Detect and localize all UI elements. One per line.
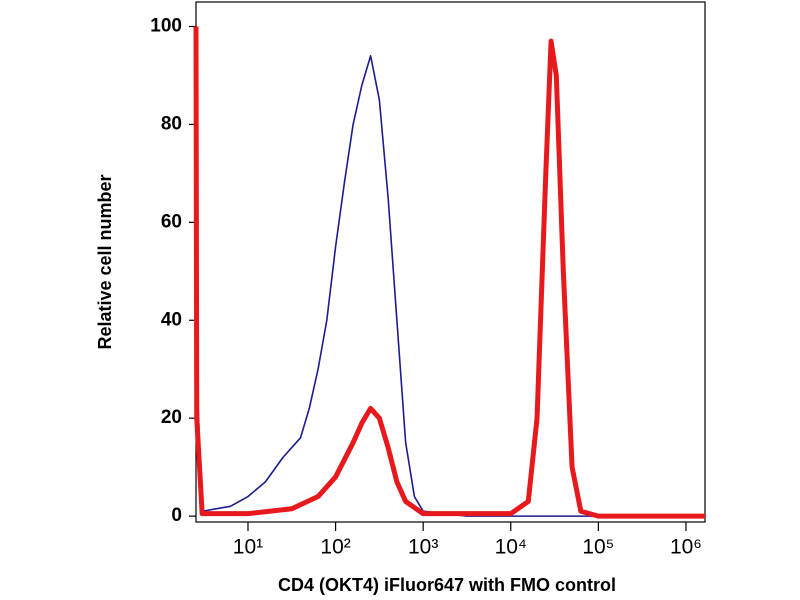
y-axis-label: Relative cell number [95, 174, 115, 349]
x-tick-label: 10¹ [233, 536, 263, 559]
y-tick-label: 20 [161, 407, 182, 428]
x-tick-label: 10⁶ [670, 536, 702, 559]
x-tick-label: 10³ [408, 536, 438, 559]
x-axis-label: CD4 (OKT4) iFluor647 with FMO control [278, 575, 616, 595]
y-tick-label: 0 [171, 505, 182, 526]
x-tick-label: 10⁴ [495, 536, 527, 559]
x-tick-label: 10⁵ [582, 536, 614, 559]
x-tick-label: 10² [320, 536, 350, 559]
y-tick-label: 60 [161, 211, 182, 232]
y-tick-label: 80 [161, 113, 182, 134]
series-line [193, 26, 705, 519]
plot-frame [195, 1, 706, 523]
y-tick-label: 100 [150, 15, 182, 36]
y-tick-label: 40 [161, 309, 182, 330]
series-line [195, 26, 705, 517]
